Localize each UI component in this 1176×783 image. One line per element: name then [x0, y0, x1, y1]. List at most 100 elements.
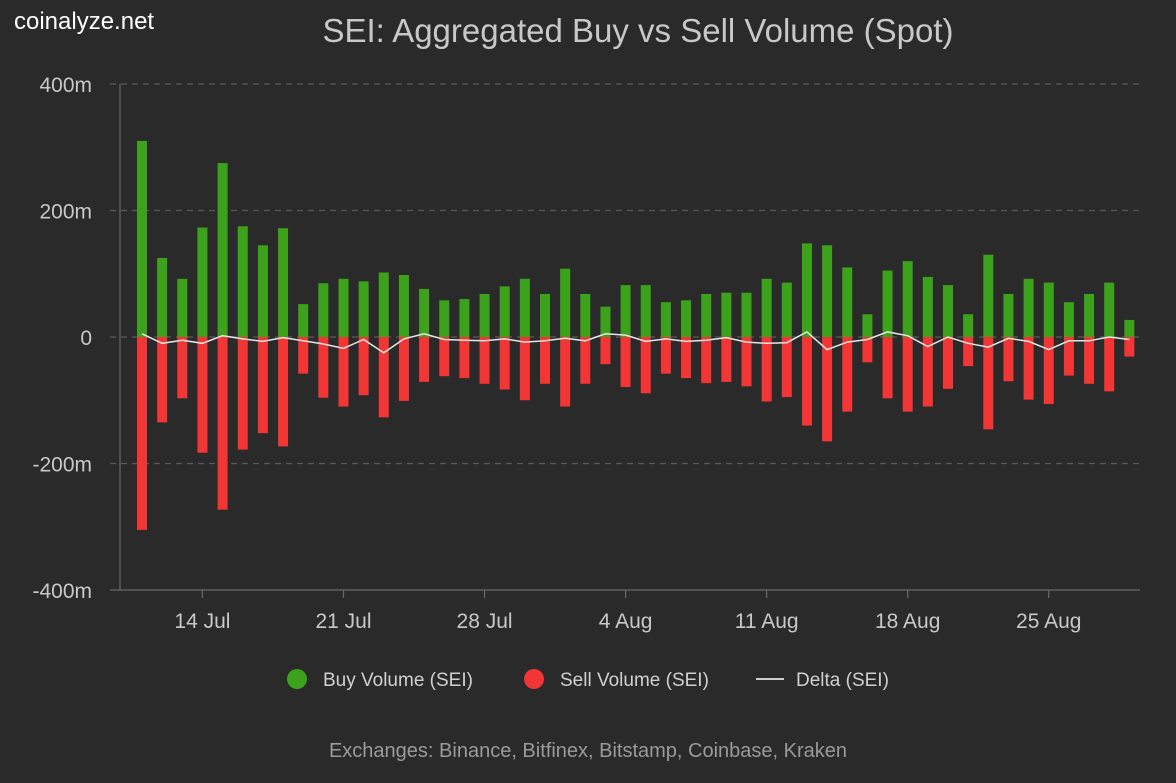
buy-volume-bar [721, 292, 732, 337]
sell-volume-bar [278, 337, 289, 447]
legend-sell[interactable]: Sell Volume (SEI) [524, 669, 709, 691]
sell-volume-bar [701, 337, 712, 384]
brand-logo: coinalyze.net [14, 8, 155, 35]
buy-volume-bar [298, 304, 309, 337]
buy-volume-bar [660, 302, 671, 337]
sell-volume-bar [1063, 337, 1074, 376]
buy-volume-bar [882, 270, 893, 337]
sell-volume-bar [378, 337, 389, 418]
sell-volume-bar [318, 337, 329, 398]
buy-volume-bar [318, 283, 329, 337]
sell-volume-bar [660, 337, 671, 374]
buy-volume-bar [580, 293, 591, 337]
buy-volume-bar [197, 227, 208, 337]
sell-volume-bar [499, 337, 510, 390]
sell-volume-bar [540, 337, 550, 384]
buy-volume-bar [1104, 282, 1115, 337]
sell-volume-bar [1084, 337, 1095, 384]
sell-volume-bar [197, 337, 208, 453]
legend-sell-label: Sell Volume (SEI) [560, 670, 709, 691]
x-tick-label: 4 Aug [599, 610, 653, 633]
sell-volume-bar [600, 337, 611, 365]
buy-volume-bar [519, 278, 530, 337]
buy-volume-bar [1003, 293, 1014, 337]
y-tick-label: 0 [80, 327, 92, 350]
legend-delta[interactable]: Delta (SEI) [756, 670, 889, 691]
sell-volume-bar [177, 337, 188, 399]
legend-buy-label: Buy Volume (SEI) [323, 670, 473, 691]
buy-volume-bar [1043, 282, 1054, 337]
buy-volume-bar [822, 245, 833, 337]
buy-volume-bar [1063, 302, 1074, 337]
x-tick-label: 25 Aug [1016, 610, 1081, 633]
buy-volume-bar [157, 257, 168, 337]
sell-volume-bar [1104, 337, 1115, 392]
buy-volume-bar [459, 299, 470, 337]
y-tick-label: -200m [32, 454, 92, 477]
x-tick-label: 14 Jul [174, 610, 230, 633]
sell-volume-bar [842, 337, 853, 412]
buy-volume-bar [439, 300, 450, 337]
buy-volume-bar [1124, 319, 1135, 337]
sell-volume-bar [560, 337, 571, 407]
sell-volume-bar [439, 337, 450, 377]
buy-volume-bar [378, 272, 389, 337]
buy-volume-bar [600, 306, 611, 337]
buy-volume-bar [983, 254, 994, 337]
sell-volume-bar [983, 337, 994, 430]
exchanges-footer: Exchanges: Binance, Bitfinex, Bitstamp, … [328, 740, 848, 762]
sell-volume-bar [1003, 337, 1014, 382]
buy-volume-bar [1023, 278, 1034, 337]
sell-volume-bar [882, 337, 893, 399]
buy-volume-bar [741, 292, 752, 337]
sell-volume-bar [237, 337, 248, 450]
sell-volume-bar [358, 337, 369, 396]
sell-volume-bar [298, 337, 309, 374]
sell-volume-bar [580, 337, 591, 384]
buy-volume-bar [278, 228, 289, 337]
buy-volume-bar [620, 285, 631, 337]
chart-title: SEI: Aggregated Buy vs Sell Volume (Spot… [0, 12, 1176, 50]
buy-volume-bar [681, 300, 692, 337]
x-tick-label: 11 Aug [735, 610, 799, 633]
sell-volume-bar [519, 337, 530, 401]
legend-buy-marker [287, 669, 307, 689]
buy-volume-bar [257, 245, 268, 337]
sell-volume-bar [640, 337, 651, 394]
buy-volume-bar [701, 293, 712, 337]
buy-volume-bar [479, 293, 490, 337]
buy-volume-bar [419, 288, 430, 337]
sell-volume-bar [338, 337, 349, 407]
sell-volume-bar [781, 337, 792, 398]
sell-volume-bar [459, 337, 470, 379]
sell-volume-bar [620, 337, 631, 387]
x-axis: 14 Jul 21 Jul 28 Jul 4 Aug 11 Aug 18 Aug 25 Au… [110, 589, 1140, 633]
x-tick-label: 18 Aug [875, 610, 940, 633]
buy-volume-bar [842, 267, 853, 337]
buy-volume-bar [781, 282, 792, 337]
buy-volume-bar [922, 276, 933, 337]
buy-volume-bar [358, 281, 369, 337]
chart-title-text: SEI: Aggregated Buy vs Sell Volume (Spot… [322, 12, 954, 49]
buy-volume-bar [902, 261, 913, 337]
buy-volume-bar [237, 226, 248, 337]
buy-volume-bar [540, 293, 550, 337]
buy-volume-bar [177, 278, 188, 337]
sell-volume-bar [1023, 337, 1034, 400]
x-tick-label: 21 Jul [315, 610, 371, 633]
buy-volume-bar [217, 163, 228, 337]
buy-volume-bar [862, 314, 873, 337]
y-tick-label: 400m [39, 74, 92, 97]
x-tick-label: 28 Jul [457, 610, 513, 633]
sell-volume-bar [963, 337, 974, 367]
legend-buy[interactable]: Buy Volume (SEI) [287, 669, 473, 691]
sell-volume-bar [137, 337, 147, 530]
sell-volume-bar [1043, 337, 1054, 405]
sell-volume-bar [1124, 337, 1135, 357]
legend-sell-marker [524, 669, 544, 689]
buy-volume-bar [963, 314, 974, 337]
sell-volume-bar [902, 337, 913, 412]
sell-volume-bar [217, 337, 228, 510]
buy-volume-bar [499, 286, 510, 337]
sell-volume-bar [398, 337, 409, 401]
